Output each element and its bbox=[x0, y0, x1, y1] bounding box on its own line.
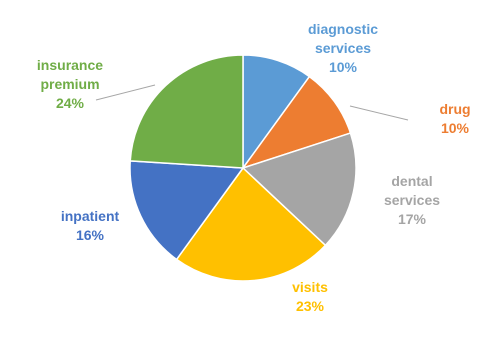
category-label: insurance premium bbox=[36, 57, 104, 92]
pie-slice bbox=[242, 54, 311, 171]
leader-line bbox=[95, 84, 156, 101]
pie-slice bbox=[129, 160, 245, 261]
value-label: 17% bbox=[397, 211, 427, 227]
value-label: 24% bbox=[55, 95, 85, 111]
category-label: inpatient bbox=[60, 208, 120, 224]
pie-slice bbox=[241, 75, 352, 170]
pie-slice bbox=[175, 166, 327, 282]
value-label: 23% bbox=[295, 298, 325, 314]
category-label: dental services bbox=[383, 173, 441, 208]
pie-slice bbox=[241, 132, 357, 247]
pie-slice bbox=[129, 54, 244, 169]
value-label: 10% bbox=[440, 120, 470, 136]
value-label: 10% bbox=[328, 59, 358, 75]
value-label: 16% bbox=[75, 227, 105, 243]
leader-line bbox=[349, 105, 409, 121]
category-label: drug bbox=[439, 101, 471, 117]
category-label: diagnostic services bbox=[308, 21, 379, 56]
category-label: visits bbox=[292, 279, 328, 295]
